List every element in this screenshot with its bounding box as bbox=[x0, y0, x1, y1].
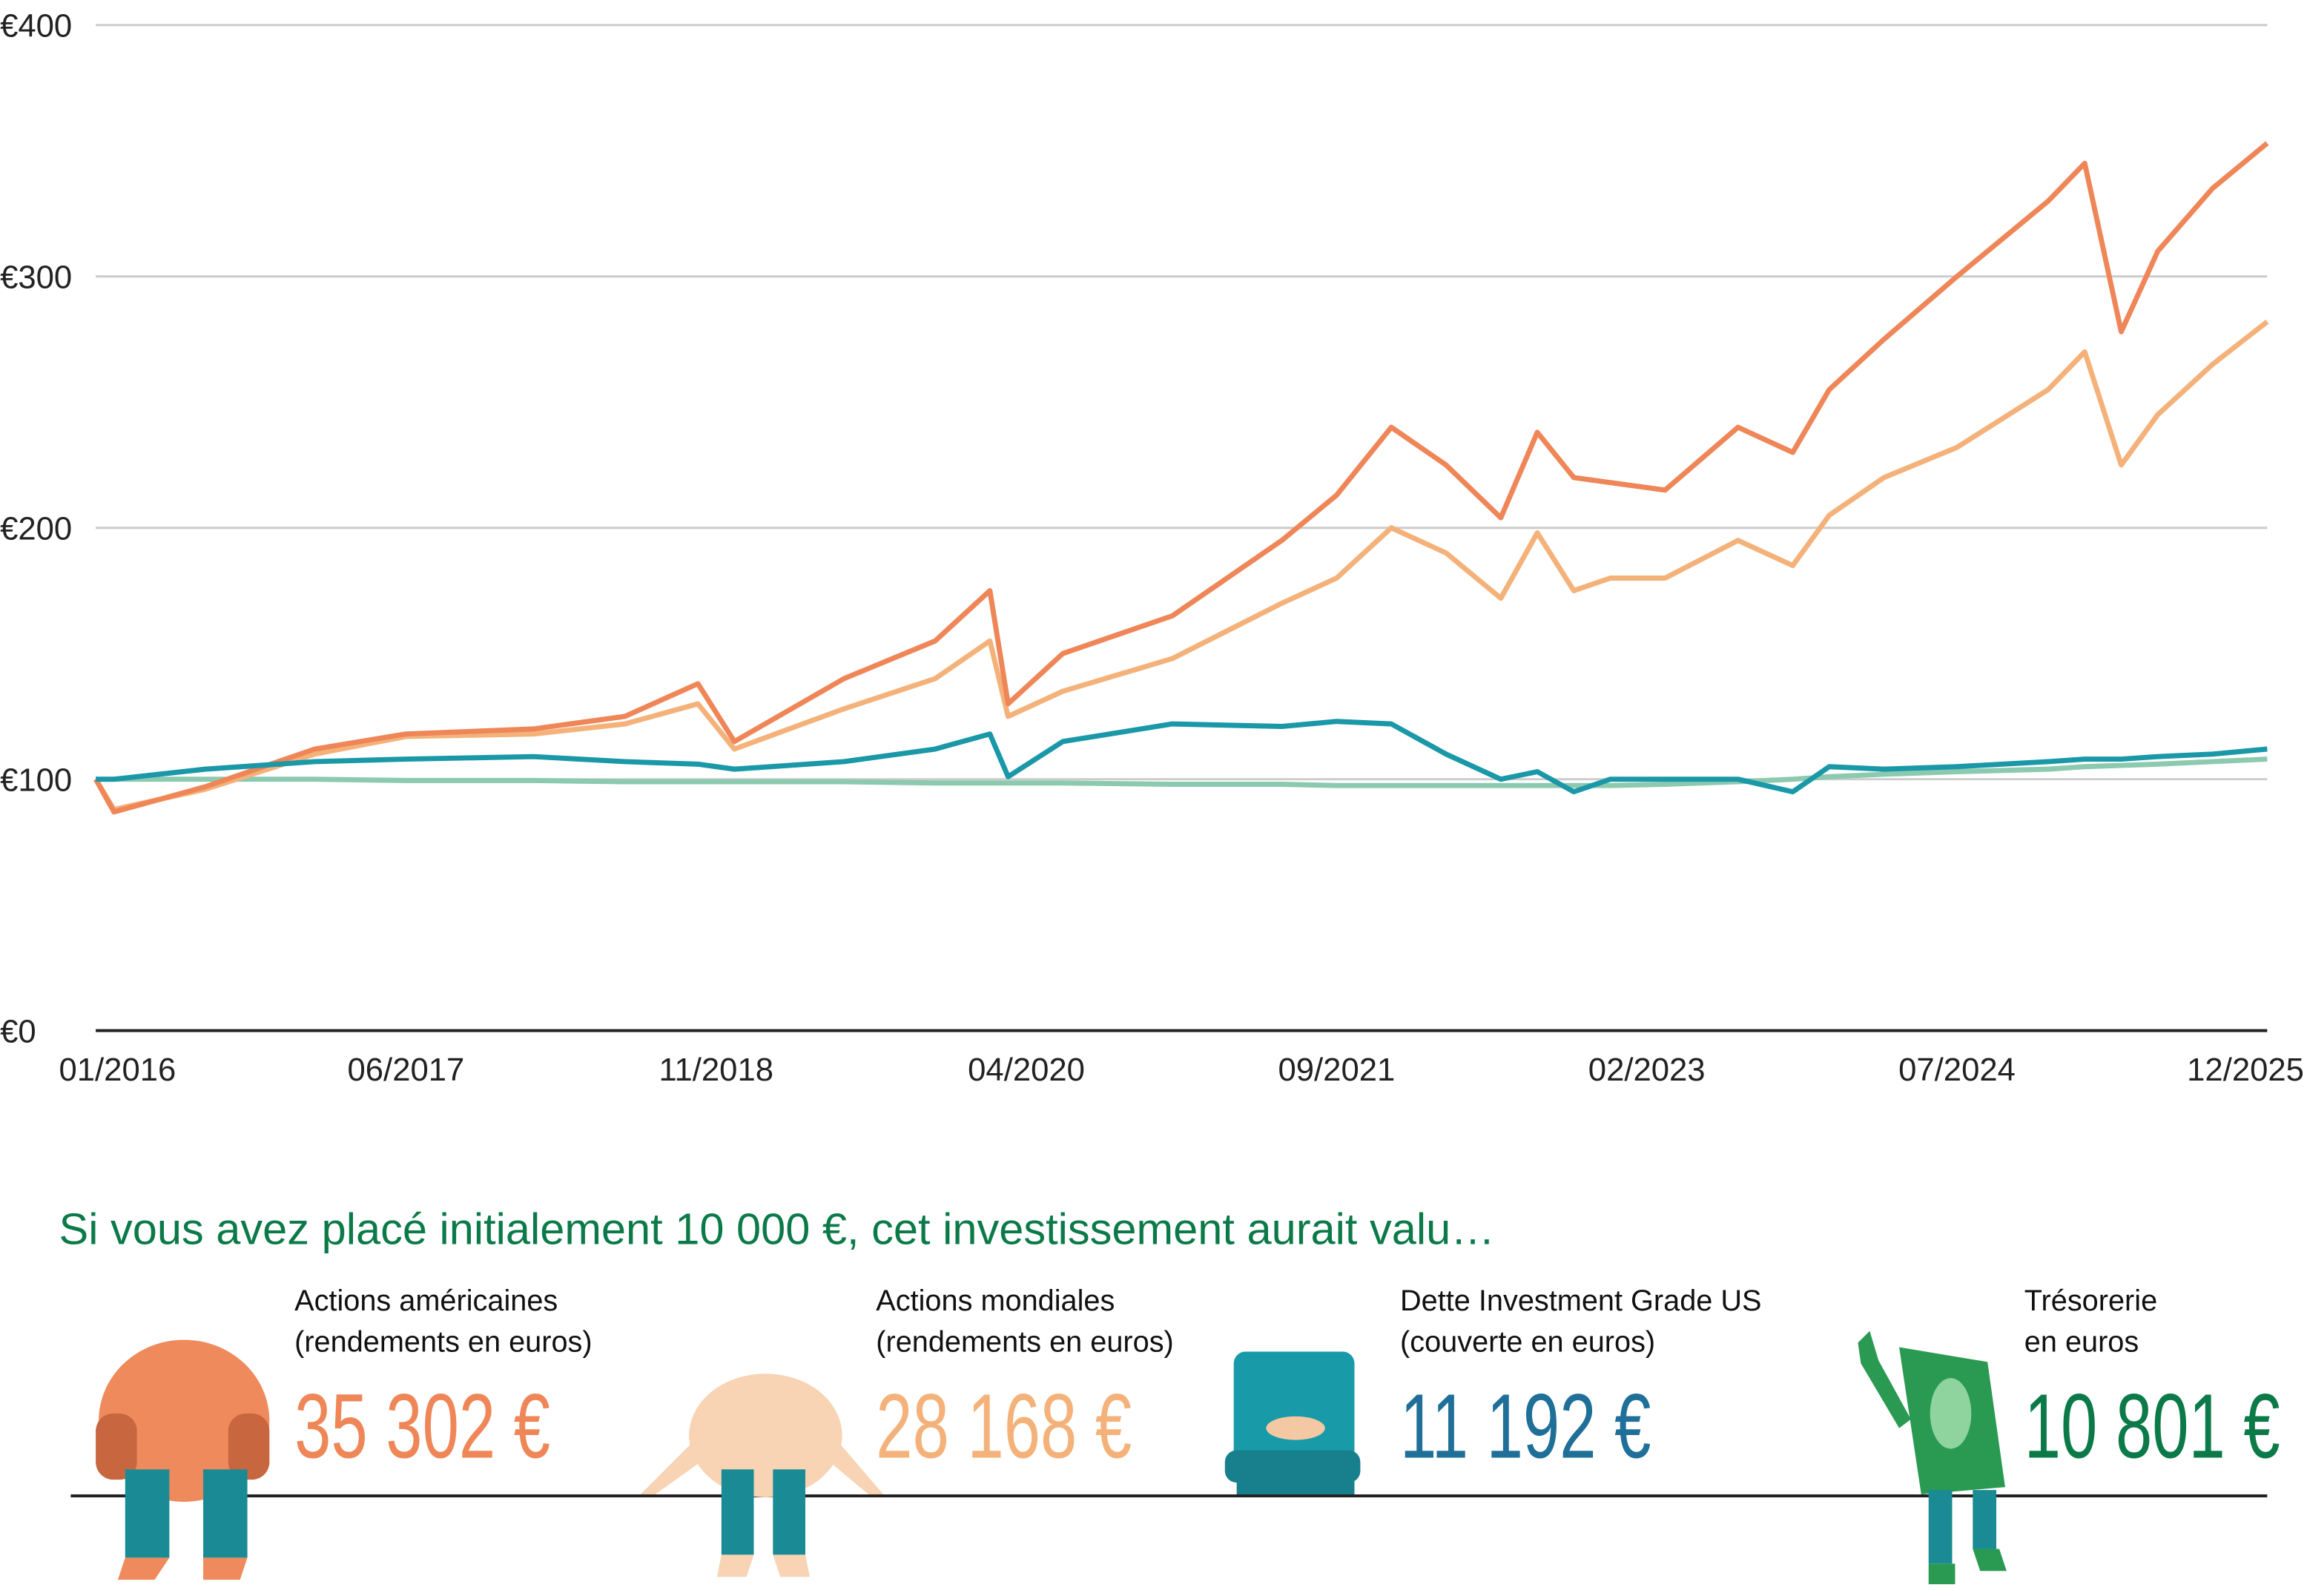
x-tick-label: 02/2023 bbox=[1588, 1052, 1706, 1088]
figure-ig bbox=[1224, 1351, 1361, 1495]
final-amount: 28 168 € bbox=[876, 1375, 1132, 1477]
lines bbox=[93, 141, 2269, 815]
x-tick-label: 06/2017 bbox=[348, 1052, 465, 1088]
series-note: (couverte en euros) bbox=[1400, 1325, 1655, 1358]
x-tick-label: 11/2018 bbox=[659, 1052, 773, 1088]
series-name: Trésorerie bbox=[2024, 1285, 2157, 1317]
x-tick-label: 07/2024 bbox=[1898, 1052, 2016, 1088]
series-line bbox=[96, 719, 2268, 795]
final-amount: 10 801 € bbox=[2024, 1375, 2280, 1477]
series-note: (rendements en euros) bbox=[294, 1325, 593, 1358]
figure-world bbox=[640, 1374, 884, 1577]
y-tick-label: €300 bbox=[0, 260, 72, 296]
series-name: Dette Investment Grade US bbox=[1400, 1285, 1762, 1317]
series-line bbox=[93, 320, 2269, 812]
series-line bbox=[93, 141, 2269, 815]
y-tick-label: €200 bbox=[0, 511, 72, 547]
figure-cash bbox=[1858, 1330, 2007, 1585]
y-tick-label: €100 bbox=[0, 762, 72, 799]
figure-us bbox=[96, 1339, 270, 1580]
x-tick-label: 01/2016 bbox=[59, 1052, 176, 1088]
grid bbox=[96, 24, 2268, 781]
series-name: Actions américaines bbox=[294, 1285, 558, 1317]
final-amount: 11 192 € bbox=[1400, 1375, 1651, 1477]
final-amount: 35 302 € bbox=[294, 1375, 550, 1477]
series-line bbox=[96, 756, 2268, 788]
x-tick-label: 04/2020 bbox=[968, 1052, 1085, 1088]
x-tick-label: 09/2021 bbox=[1278, 1052, 1395, 1088]
series-name: Actions mondiales bbox=[876, 1285, 1115, 1317]
series-note: en euros bbox=[2024, 1325, 2139, 1358]
y-tick-label: €400 bbox=[0, 8, 72, 44]
x-tick-label: 12/2025 bbox=[2187, 1052, 2304, 1088]
series-note: (rendements en euros) bbox=[876, 1325, 1174, 1358]
summary-heading: Si vous avez placé initialement 10 000 €… bbox=[59, 1204, 1494, 1254]
y-tick-label: €0 bbox=[0, 1014, 36, 1050]
